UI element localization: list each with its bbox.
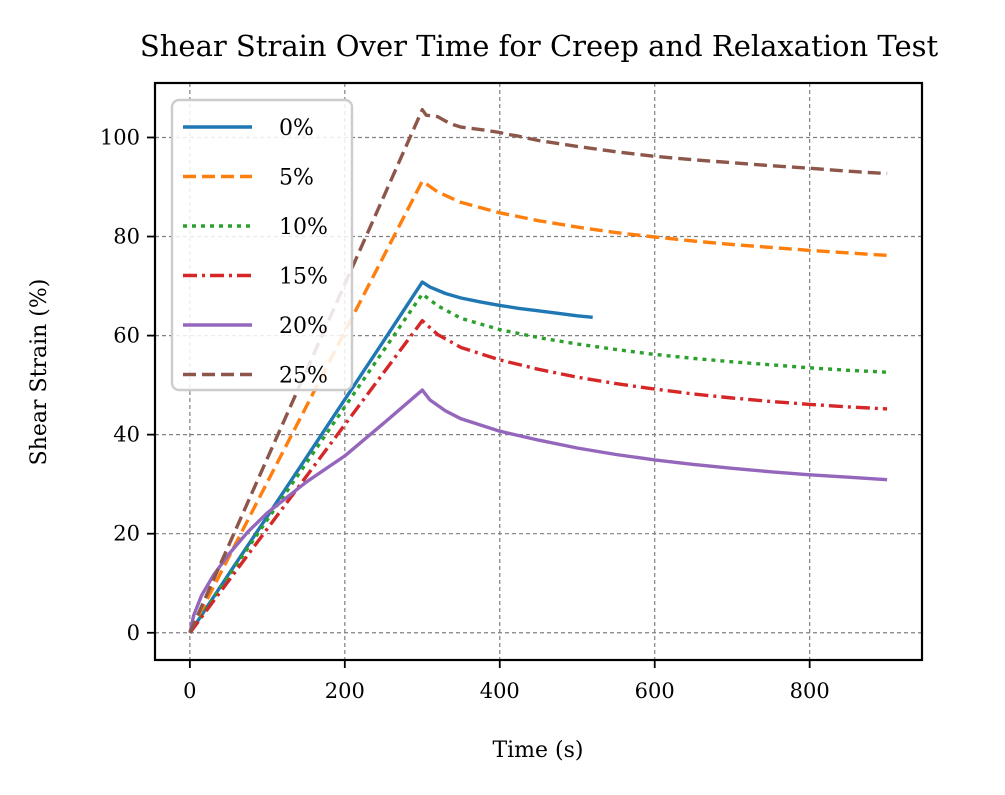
- x-tick-label: 400: [480, 679, 520, 703]
- legend-box: [170, 98, 354, 392]
- chart-title: Shear Strain Over Time for Creep and Rel…: [140, 29, 939, 63]
- y-tick-label: 20: [113, 522, 140, 546]
- series-layer: [188, 107, 888, 634]
- y-tick-label: 40: [113, 423, 140, 447]
- y-tick-label: 80: [113, 225, 140, 249]
- y-tick-label: 100: [100, 125, 140, 149]
- legend-label-0-percent: 0%: [279, 116, 314, 141]
- legend-label-5-percent: 5%: [279, 166, 314, 191]
- series-line-25-percent: [188, 107, 888, 634]
- x-axis-label: Time (s): [492, 738, 583, 763]
- y-tick-label: 60: [113, 324, 140, 348]
- x-tick-label: 600: [635, 679, 675, 703]
- series-line-15-percent: [188, 319, 888, 634]
- y-tick-label: 0: [127, 621, 140, 645]
- x-tick-label: 200: [325, 679, 365, 703]
- plot-frame: [153, 81, 924, 662]
- series-line-10-percent: [188, 292, 888, 634]
- legend-label-25-percent: 25%: [279, 364, 328, 389]
- legend-label-15-percent: 15%: [279, 265, 328, 290]
- series-line-5-percent: [188, 179, 888, 634]
- legend: 0% 5% 10% 15% 20% 25%: [170, 98, 354, 392]
- legend-label-20-percent: 20%: [279, 314, 328, 339]
- y-axis-label: Shear Strain (%): [27, 279, 52, 466]
- series-line-0-percent: [188, 280, 593, 634]
- series-line-20-percent: [188, 388, 888, 634]
- x-tick-label: 800: [790, 679, 830, 703]
- axis-ticks: 0 200 400 600 800 0 20 40 60 80 100: [100, 125, 830, 703]
- x-tick-label: 0: [183, 679, 196, 703]
- legend-label-10-percent: 10%: [279, 215, 328, 240]
